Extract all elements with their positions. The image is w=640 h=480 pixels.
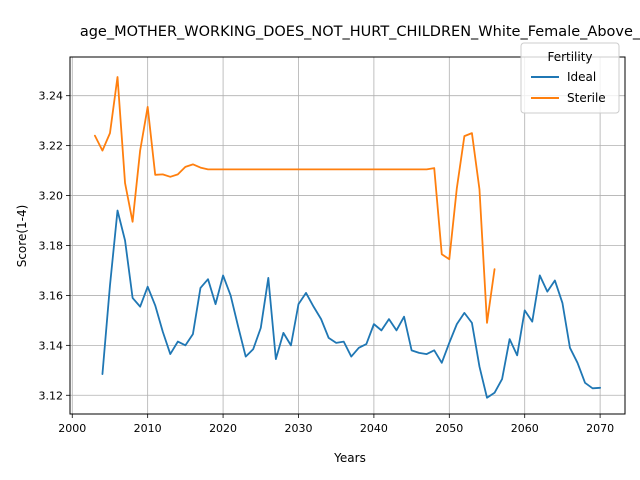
x-tick-label: 2050 bbox=[435, 422, 463, 435]
x-axis-ticks: 2000 2010 2020 2030 2040 2050 2060 2070 bbox=[58, 414, 614, 435]
legend-frame bbox=[520, 42, 620, 114]
y-tick-label: 3.20 bbox=[39, 190, 64, 203]
x-tick-label: 2060 bbox=[511, 422, 539, 435]
y-tick-label: 3.14 bbox=[39, 339, 64, 352]
x-tick-label: 2020 bbox=[209, 422, 237, 435]
plot-area-frame bbox=[69, 56, 626, 415]
y-axis-label: Score(1-4) bbox=[15, 205, 29, 268]
y-tick-label: 3.22 bbox=[39, 140, 64, 153]
series-line-sterile bbox=[93, 76, 496, 324]
x-tick-label: 2040 bbox=[360, 422, 388, 435]
legend-label-ideal: Ideal bbox=[567, 70, 596, 84]
y-tick-label: 3.24 bbox=[39, 90, 64, 103]
y-tick-label: 3.12 bbox=[39, 389, 64, 402]
x-tick-label: 2030 bbox=[284, 422, 312, 435]
x-tick-label: 2010 bbox=[134, 422, 162, 435]
grid-lines bbox=[70, 57, 625, 414]
x-tick-label: 2000 bbox=[58, 422, 86, 435]
y-tick-label: 3.18 bbox=[39, 239, 64, 252]
chart-title: age_MOTHER_WORKING_DOES_NOT_HURT_CHILDRE… bbox=[80, 24, 640, 40]
x-tick-label: 2070 bbox=[586, 422, 614, 435]
y-tick-label: 3.16 bbox=[39, 289, 64, 302]
legend: Fertility Ideal Sterile bbox=[520, 42, 620, 114]
legend-title: Fertility bbox=[547, 50, 592, 64]
x-axis-label: Years bbox=[333, 451, 366, 465]
series-lines bbox=[93, 76, 602, 399]
y-axis-ticks: 3.12 3.14 3.16 3.18 3.20 3.22 3.24 bbox=[39, 90, 70, 402]
legend-label-sterile: Sterile bbox=[567, 91, 606, 105]
series-line-ideal bbox=[101, 209, 602, 399]
